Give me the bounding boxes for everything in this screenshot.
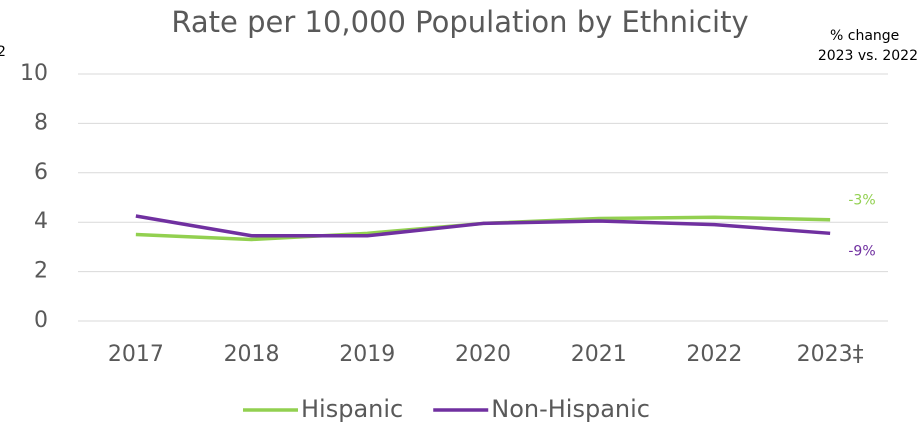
legend-label: Hispanic bbox=[301, 395, 403, 423]
x-tick-label: 2022 bbox=[686, 342, 742, 367]
chart-title: Rate per 10,000 Population by Ethnicity bbox=[171, 5, 748, 39]
x-tick-label: 2017 bbox=[108, 342, 164, 367]
x-tick-label: 2019 bbox=[339, 342, 395, 367]
x-tick-label: 2018 bbox=[224, 342, 280, 367]
legend-label: Non-Hispanic bbox=[491, 395, 650, 423]
y-tick-label: 0 bbox=[34, 308, 48, 333]
x-tick-label: 2023‡ bbox=[797, 342, 864, 367]
line bbox=[135, 215, 831, 242]
y-tick-label: 2 bbox=[34, 259, 48, 284]
change-label: -3% bbox=[848, 193, 875, 209]
annotation: 2023 vs. 2022 bbox=[818, 48, 918, 64]
y-tick-label: 8 bbox=[34, 110, 48, 135]
y-tick-label: 4 bbox=[34, 209, 48, 234]
annotation: 2 bbox=[0, 44, 6, 60]
x-tick-label: 2021 bbox=[571, 342, 627, 367]
change-label: -9% bbox=[848, 243, 875, 259]
line bbox=[135, 214, 831, 238]
annotation: % change bbox=[830, 28, 899, 44]
x-tick-label: 2020 bbox=[455, 342, 511, 367]
y-tick-label: 6 bbox=[34, 160, 48, 185]
y-tick-label: 10 bbox=[20, 61, 48, 86]
